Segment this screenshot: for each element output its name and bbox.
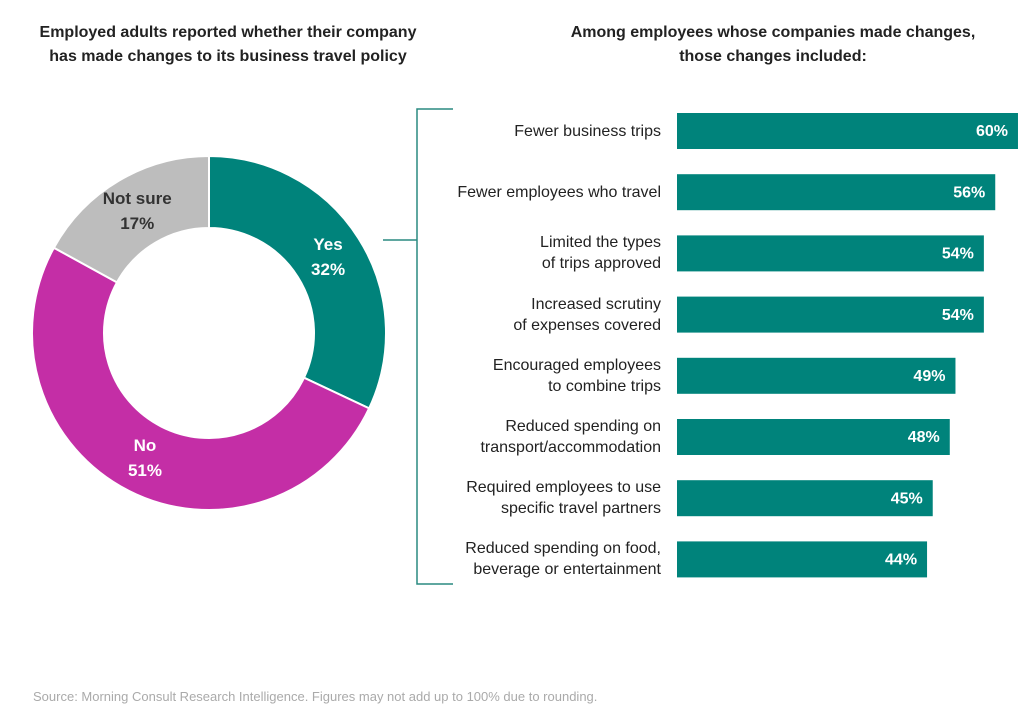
category-label: Encouraged employees to combine trips bbox=[492, 356, 661, 395]
bar-value-label: 49% bbox=[913, 368, 945, 385]
source-note: Source: Morning Consult Research Intelli… bbox=[33, 689, 598, 704]
bar bbox=[677, 174, 996, 211]
bar-value-label: 54% bbox=[942, 307, 974, 324]
bar bbox=[677, 235, 984, 272]
bracket-line bbox=[416, 108, 453, 585]
bar-value-label: 48% bbox=[908, 429, 940, 446]
segment-label: Not sure bbox=[103, 189, 172, 208]
category-label: Limited the types of trips approved bbox=[540, 234, 661, 273]
category-label: Increased scrutiny of expenses covered bbox=[513, 295, 661, 334]
bar bbox=[677, 480, 933, 517]
bar bbox=[677, 541, 928, 578]
bracket bbox=[383, 108, 453, 585]
donut-segment bbox=[31, 246, 371, 511]
bar-value-label: 56% bbox=[953, 184, 985, 201]
bar bbox=[677, 357, 956, 394]
category-label: Fewer business trips bbox=[514, 122, 661, 140]
category-label: Required employees to use specific trave… bbox=[466, 479, 661, 518]
segment-value-label: 51% bbox=[128, 461, 162, 480]
bar bbox=[677, 113, 1018, 149]
category-label: Fewer employees who travel bbox=[457, 183, 661, 201]
bar bbox=[677, 419, 950, 455]
bar-value-label: 54% bbox=[942, 246, 974, 263]
bar bbox=[677, 296, 984, 333]
donut-segment bbox=[208, 154, 387, 410]
segment-label: No bbox=[134, 436, 157, 455]
segment-label: Yes bbox=[313, 235, 342, 254]
bar-value-label: 45% bbox=[891, 490, 923, 507]
chart-title: Among employees whose companies made cha… bbox=[570, 24, 976, 65]
chart-title: Employed adults reported whether their c… bbox=[39, 24, 417, 65]
segment-value-label: 17% bbox=[120, 214, 154, 233]
bar-value-label: 44% bbox=[885, 552, 917, 569]
donut-segment bbox=[52, 154, 210, 284]
category-label: Reduced spending on transport/accommodat… bbox=[480, 418, 661, 456]
bar-value-label: 60% bbox=[976, 123, 1008, 140]
category-label: Reduced spending on food, beverage or en… bbox=[465, 540, 661, 579]
segment-value-label: 32% bbox=[311, 260, 345, 279]
